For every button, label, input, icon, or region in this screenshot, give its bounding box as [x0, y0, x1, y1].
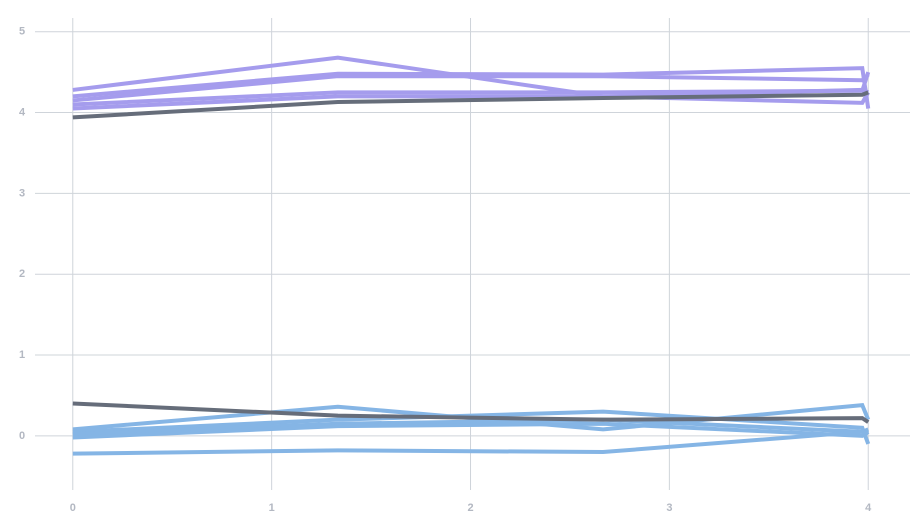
y-tick-label: 1: [19, 349, 25, 361]
x-tick-label: 4: [865, 502, 872, 514]
y-tick-label: 3: [19, 187, 25, 199]
series-line: [72, 90, 869, 120]
y-tick-label: 5: [19, 26, 25, 38]
series-line: [72, 401, 870, 424]
x-tick-label: 2: [467, 502, 473, 514]
x-tick-label: 3: [666, 502, 672, 514]
y-tick-label: 2: [19, 268, 25, 280]
series-line: [72, 403, 871, 432]
y-tick-label: 0: [19, 430, 25, 442]
series-line: [72, 429, 869, 456]
y-tick-label: 4: [19, 106, 26, 118]
x-tick-label: 1: [269, 502, 275, 514]
series-line: [72, 71, 871, 107]
series-line: [72, 421, 870, 440]
x-tick-label: 0: [70, 502, 76, 514]
